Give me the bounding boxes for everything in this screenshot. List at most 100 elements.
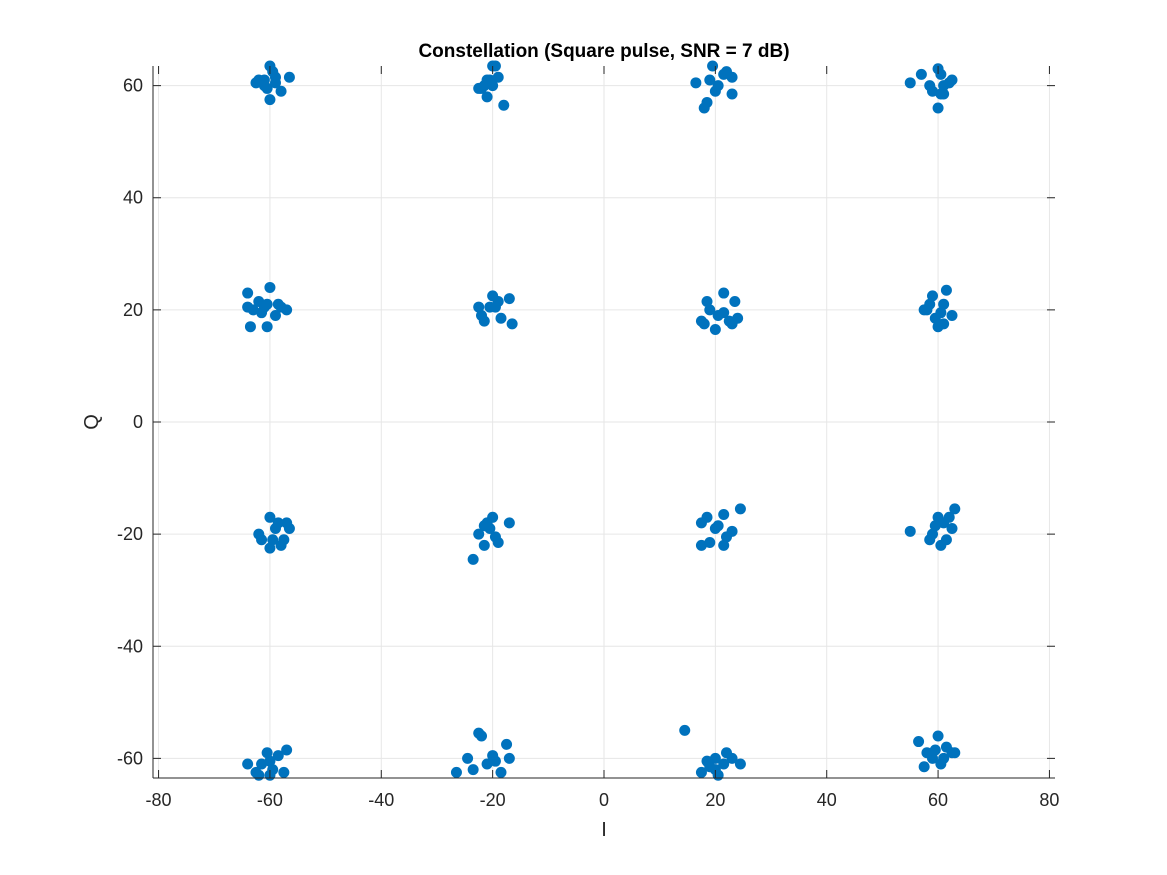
- data-point: [927, 290, 939, 302]
- data-point: [929, 744, 941, 756]
- data-point: [264, 511, 276, 523]
- data-point: [709, 323, 721, 335]
- data-point: [704, 74, 716, 86]
- data-point: [695, 766, 707, 778]
- data-point: [701, 295, 713, 307]
- data-point: [704, 304, 716, 316]
- data-point: [261, 321, 273, 333]
- x-tick-label: -60: [257, 790, 283, 810]
- data-point: [281, 744, 293, 756]
- data-point: [679, 724, 691, 736]
- data-point: [946, 523, 958, 535]
- data-point: [913, 736, 925, 748]
- data-point: [690, 77, 702, 89]
- data-point: [244, 321, 256, 333]
- data-point: [718, 539, 730, 551]
- data-point: [264, 755, 276, 767]
- data-point: [938, 318, 950, 330]
- data-point: [275, 85, 287, 97]
- x-tick-label: 60: [928, 790, 948, 810]
- data-point: [718, 509, 730, 521]
- x-tick-label: 40: [817, 790, 837, 810]
- data-point: [712, 80, 724, 92]
- data-point: [272, 517, 284, 529]
- data-point: [921, 747, 933, 759]
- data-point: [261, 298, 273, 310]
- data-point: [476, 309, 488, 321]
- data-point: [484, 301, 496, 313]
- data-point: [932, 730, 944, 742]
- data-point: [734, 758, 746, 770]
- data-point: [940, 284, 952, 296]
- data-point: [495, 766, 507, 778]
- x-tick-label: -80: [146, 790, 172, 810]
- data-point: [707, 60, 719, 72]
- data-point: [718, 287, 730, 299]
- data-point: [481, 91, 493, 103]
- data-point: [283, 71, 295, 83]
- data-point: [927, 85, 939, 97]
- data-point: [943, 77, 955, 89]
- data-point: [264, 542, 276, 554]
- x-tick-label: 20: [705, 790, 725, 810]
- data-point: [729, 295, 741, 307]
- data-point: [918, 761, 930, 773]
- data-point: [718, 307, 730, 319]
- data-point: [904, 77, 916, 89]
- data-point: [476, 82, 488, 94]
- data-point: [481, 758, 493, 770]
- data-point: [935, 539, 947, 551]
- data-point: [915, 68, 927, 80]
- data-point: [503, 752, 515, 764]
- data-point: [704, 537, 716, 549]
- data-points: [242, 60, 961, 781]
- data-point: [904, 525, 916, 537]
- data-point: [489, 60, 501, 72]
- y-tick-label: 40: [123, 188, 143, 208]
- data-point: [701, 755, 713, 767]
- data-point: [242, 301, 254, 313]
- data-point: [462, 752, 474, 764]
- data-point: [506, 318, 518, 330]
- data-point: [695, 315, 707, 327]
- y-tick-labels: -60 -40 -20 0 20 40 60: [117, 76, 143, 769]
- data-point: [949, 503, 961, 515]
- data-point: [709, 764, 721, 776]
- y-tick-label: 0: [133, 412, 143, 432]
- data-point: [503, 517, 515, 529]
- data-point: [258, 74, 270, 86]
- y-tick-label: 20: [123, 300, 143, 320]
- data-point: [932, 102, 944, 114]
- data-point: [946, 309, 958, 321]
- data-point: [242, 758, 254, 770]
- data-point: [935, 68, 947, 80]
- data-point: [492, 537, 504, 549]
- data-point: [701, 96, 713, 108]
- y-tick-label: -20: [117, 524, 143, 544]
- data-point: [498, 99, 510, 111]
- data-point: [250, 766, 262, 778]
- data-point: [467, 553, 479, 565]
- x-tick-label: -20: [480, 790, 506, 810]
- data-point: [695, 539, 707, 551]
- data-point: [476, 730, 488, 742]
- data-point: [492, 71, 504, 83]
- data-point: [718, 758, 730, 770]
- data-point: [495, 312, 507, 324]
- data-point: [267, 534, 279, 546]
- data-point: [253, 528, 265, 540]
- data-point: [256, 307, 268, 319]
- data-point: [269, 77, 281, 89]
- data-point: [450, 766, 462, 778]
- data-point: [720, 531, 732, 543]
- data-point: [734, 503, 746, 515]
- data-point: [501, 738, 513, 750]
- data-point: [924, 534, 936, 546]
- data-point: [935, 88, 947, 100]
- data-point: [929, 312, 941, 324]
- y-axis-label: Q: [81, 414, 103, 430]
- data-point: [267, 66, 279, 78]
- data-point: [281, 304, 293, 316]
- x-tick-label: 0: [599, 790, 609, 810]
